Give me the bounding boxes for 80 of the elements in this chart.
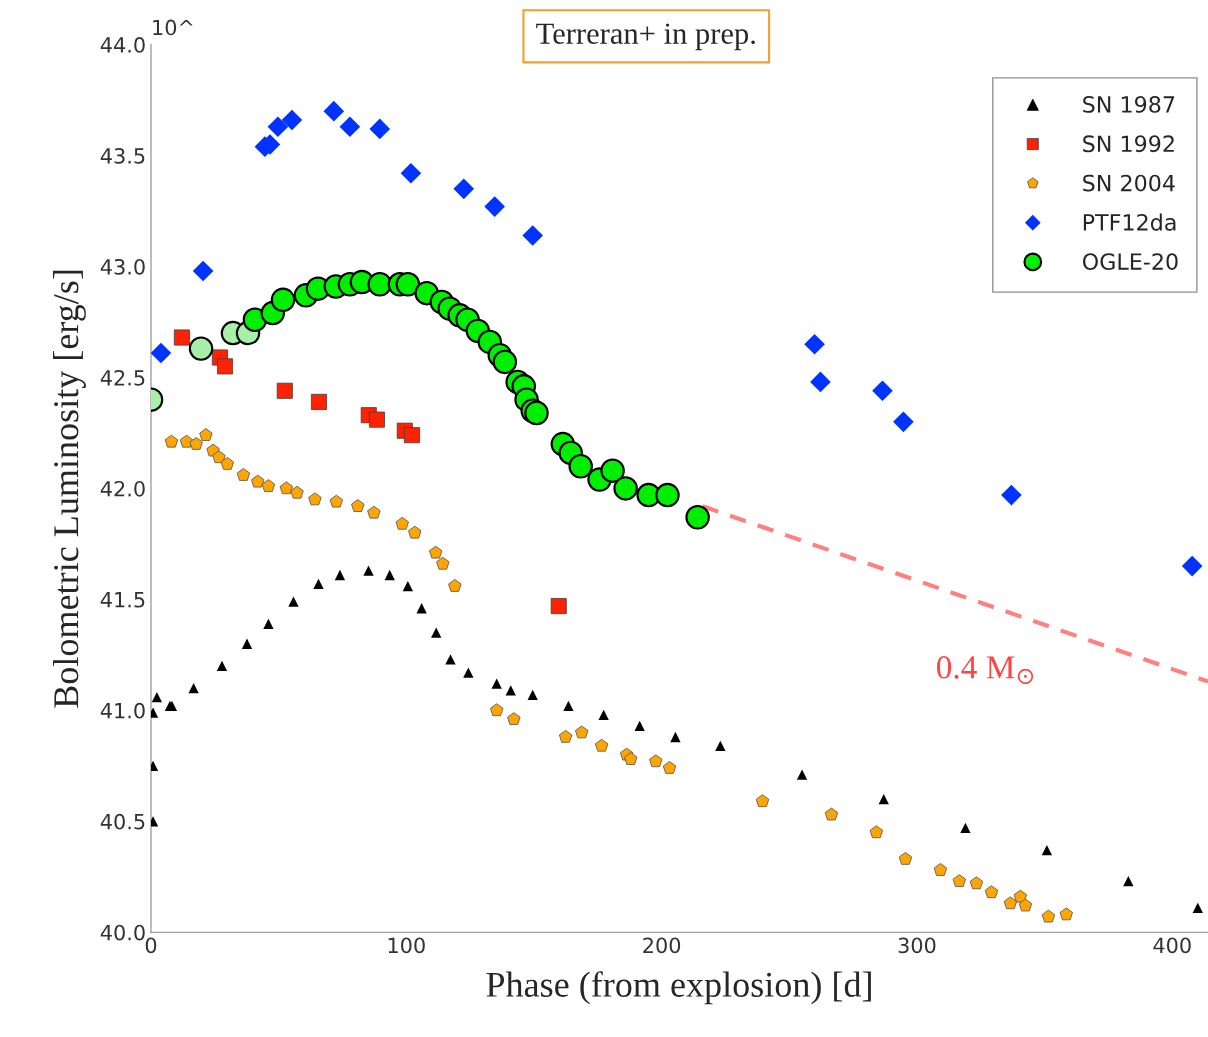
point — [1123, 876, 1134, 887]
point — [893, 411, 914, 433]
y-tick-label: 40.5 — [100, 813, 145, 830]
point — [598, 709, 609, 720]
point — [363, 565, 374, 576]
y-tick-label: 41.0 — [100, 702, 145, 719]
point — [655, 482, 680, 508]
point — [1192, 902, 1203, 913]
point — [402, 580, 413, 592]
point — [384, 569, 395, 581]
y-tick-label: 44.0 — [100, 37, 145, 53]
y-tick-label: 43.0 — [100, 258, 145, 275]
point — [872, 380, 893, 402]
point — [878, 793, 889, 805]
point — [431, 627, 442, 638]
point — [613, 476, 638, 501]
point — [367, 272, 392, 297]
annotation: Terreran+ in prep. — [536, 23, 755, 51]
point — [288, 596, 299, 607]
point — [151, 691, 163, 703]
point — [463, 667, 474, 678]
point — [241, 638, 253, 649]
point — [445, 654, 456, 665]
point — [334, 569, 346, 581]
point — [527, 689, 538, 700]
point — [491, 678, 502, 689]
y-tick-label: 42.5 — [100, 369, 145, 386]
point — [796, 769, 808, 780]
point — [1041, 845, 1053, 856]
point — [192, 260, 214, 282]
x-axis-title: Phase (from explosion) [d] — [486, 971, 871, 1005]
point — [453, 178, 475, 200]
point — [484, 196, 505, 217]
point — [715, 740, 726, 751]
point — [270, 287, 296, 313]
x-tick-label: 100 — [388, 937, 425, 954]
point — [522, 225, 543, 246]
y-axis-title: Bolometric Luminosity [erg/s] — [53, 270, 86, 708]
point — [151, 342, 172, 364]
point — [323, 100, 345, 122]
point — [810, 371, 831, 393]
x-tick-label: 200 — [643, 937, 681, 954]
point — [188, 683, 199, 694]
point — [568, 454, 593, 479]
y-tick-label: 42.0 — [100, 480, 145, 497]
point — [670, 731, 681, 743]
point — [600, 458, 625, 483]
point — [634, 720, 645, 732]
point — [339, 116, 361, 137]
point — [1001, 484, 1022, 506]
point — [685, 505, 710, 530]
point — [369, 118, 391, 140]
point — [263, 618, 274, 629]
point — [400, 163, 422, 184]
legend-label: OGLE-20 — [1082, 253, 1178, 271]
point — [1181, 555, 1203, 577]
annotation: 0.4 M$_{⊙}$ — [936, 656, 1034, 685]
point — [416, 603, 427, 614]
point — [216, 660, 228, 672]
point — [563, 700, 574, 712]
y-tick-label: 43.5 — [100, 148, 145, 164]
point — [188, 336, 214, 361]
x-tick-label: 300 — [898, 937, 936, 954]
legend-label: SN 1987 — [1083, 96, 1175, 113]
legend-label: SN 2004 — [1083, 174, 1175, 192]
y-tick-label: 40.0 — [100, 924, 145, 941]
point — [505, 685, 516, 696]
x-tick-label: 0 — [145, 937, 157, 954]
point — [267, 116, 289, 137]
x-tick-label: 400 — [1153, 937, 1191, 954]
y-tick-label: 41.5 — [100, 592, 145, 608]
point — [313, 578, 324, 589]
point — [492, 349, 518, 375]
legend-label: PTF12da — [1083, 213, 1176, 231]
legend-label: SN 1992 — [1083, 135, 1174, 153]
point — [960, 822, 971, 834]
point — [804, 333, 825, 355]
text: 10^ — [153, 19, 193, 36]
point — [281, 109, 303, 131]
point — [395, 272, 421, 297]
